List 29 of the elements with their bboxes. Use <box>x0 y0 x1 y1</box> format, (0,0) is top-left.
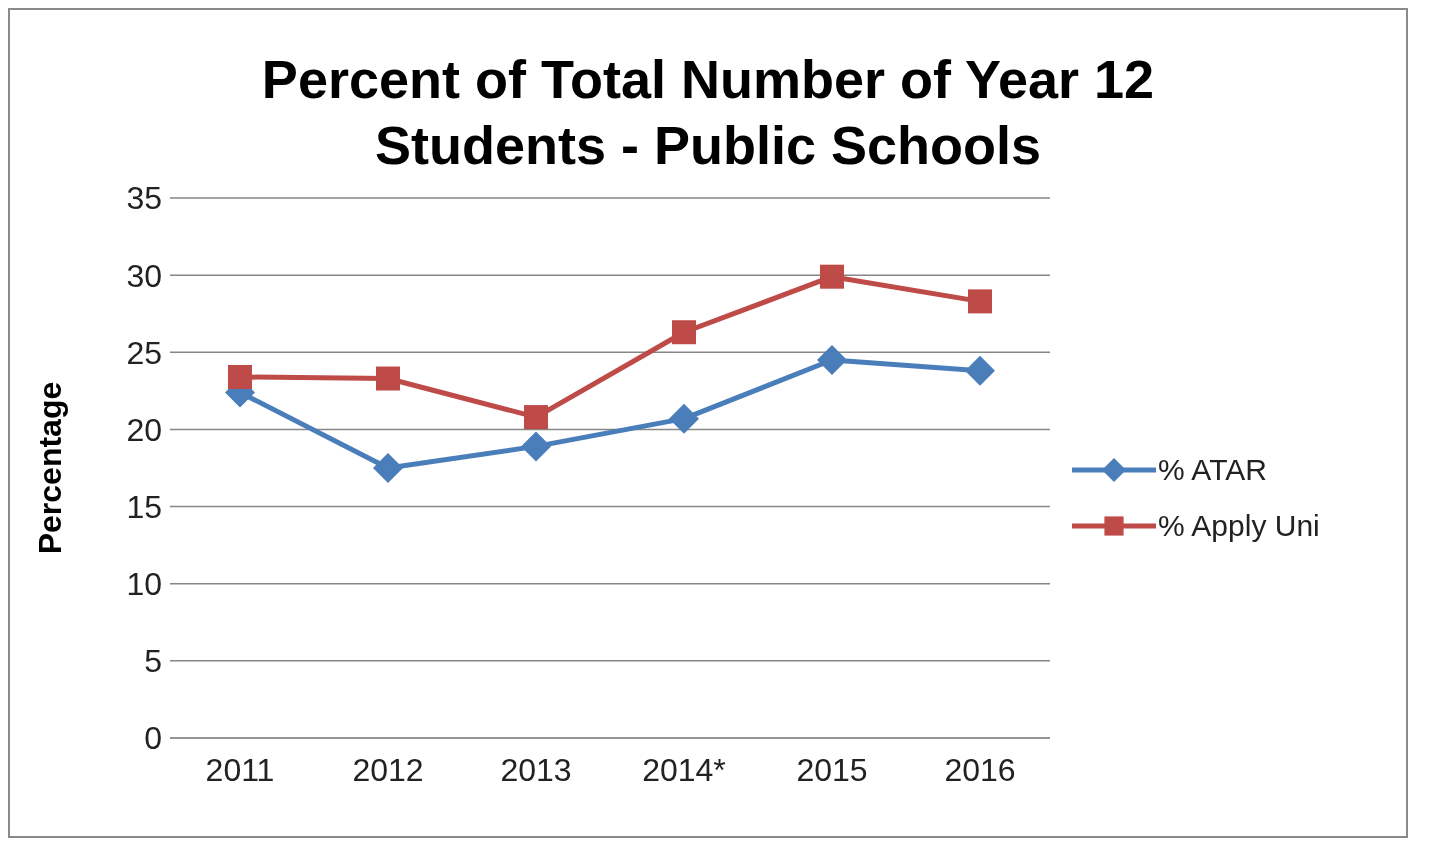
y-tick-label: 35 <box>126 180 162 217</box>
y-tick-label: 0 <box>144 720 162 757</box>
chart-title: Percent of Total Number of Year 12 Students - Public Schools <box>260 48 1156 177</box>
point <box>669 403 699 434</box>
point <box>373 453 403 483</box>
point <box>521 431 551 462</box>
x-tick-label: 2011 <box>205 751 275 788</box>
x-tick-label: 2016 <box>944 751 1016 788</box>
y-tick-label: 20 <box>126 411 162 448</box>
x-tick-label: 2013 <box>500 751 572 788</box>
point <box>965 355 995 386</box>
point <box>228 364 252 389</box>
y-axis-title: Percentage <box>32 381 69 555</box>
y-tick-label: 25 <box>126 334 162 371</box>
point <box>524 405 548 430</box>
point <box>672 320 696 345</box>
y-tick-label: 30 <box>126 257 162 294</box>
y-tick-label: 5 <box>144 643 162 680</box>
y-tick-label: 15 <box>126 488 162 525</box>
legend-label: % ATAR <box>1158 453 1267 487</box>
legend-label: % Apply Uni <box>1158 509 1320 543</box>
point <box>376 366 400 391</box>
x-tick-label: 2012 <box>352 751 424 788</box>
point <box>820 264 844 289</box>
point <box>968 289 992 314</box>
x-tick-label: 2015 <box>796 751 868 788</box>
point <box>817 345 847 375</box>
x-tick-label: 2014* <box>642 751 726 788</box>
y-tick-label: 10 <box>126 566 162 603</box>
